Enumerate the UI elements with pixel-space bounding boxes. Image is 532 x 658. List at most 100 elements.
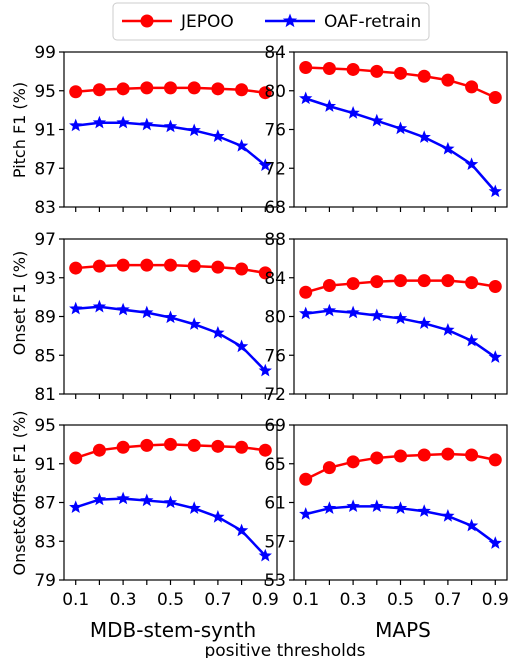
data-point-oaf-retrain bbox=[92, 115, 107, 129]
data-point-jepoo bbox=[235, 262, 249, 276]
data-point-jepoo bbox=[441, 274, 455, 288]
data-point-jepoo bbox=[140, 438, 154, 452]
data-point-jepoo bbox=[346, 277, 360, 291]
data-point-oaf-retrain bbox=[393, 121, 408, 135]
x-tick-label: 0.9 bbox=[252, 590, 279, 610]
column-title-mdb-stem-synth: MDB-stem-synth bbox=[90, 618, 256, 642]
y-tick-label: 83 bbox=[34, 532, 56, 552]
data-point-jepoo bbox=[417, 448, 431, 462]
data-point-oaf-retrain bbox=[370, 113, 384, 127]
row-label-onset-offset: Onset&Offset F1 (%) bbox=[10, 411, 29, 576]
data-point-oaf-retrain bbox=[464, 518, 479, 532]
legend-jepoo-label: JEPOO bbox=[180, 12, 234, 32]
data-point-oaf-retrain bbox=[163, 495, 178, 509]
data-point-oaf-retrain bbox=[488, 350, 502, 363]
row-label-pitch: Pitch F1 (%) bbox=[10, 82, 29, 178]
data-point-oaf-retrain bbox=[211, 325, 225, 339]
data-point-oaf-retrain bbox=[441, 141, 455, 155]
data-point-oaf-retrain bbox=[187, 501, 201, 514]
data-point-jepoo bbox=[211, 82, 225, 96]
data-point-oaf-retrain bbox=[140, 305, 154, 319]
y-tick-label: 69 bbox=[264, 416, 286, 436]
data-point-jepoo bbox=[116, 82, 130, 96]
data-point-oaf-retrain bbox=[211, 129, 225, 142]
data-point-oaf-retrain bbox=[163, 310, 178, 324]
y-tick-label: 83 bbox=[34, 198, 56, 218]
data-point-oaf-retrain bbox=[464, 157, 479, 171]
data-point-jepoo bbox=[164, 81, 177, 95]
data-point-jepoo bbox=[258, 266, 272, 280]
data-point-oaf-retrain bbox=[370, 499, 384, 513]
y-tick-label: 65 bbox=[264, 455, 286, 475]
data-point-oaf-retrain bbox=[187, 123, 201, 137]
y-tick-label: 88 bbox=[264, 230, 286, 250]
data-point-jepoo bbox=[465, 80, 479, 94]
x-tick-label: 0.1 bbox=[292, 590, 319, 610]
data-point-jepoo bbox=[322, 61, 336, 75]
data-point-jepoo bbox=[211, 260, 225, 274]
data-point-oaf-retrain bbox=[163, 119, 178, 133]
data-point-jepoo bbox=[258, 443, 272, 457]
data-point-jepoo bbox=[441, 447, 455, 461]
data-point-oaf-retrain bbox=[69, 118, 83, 132]
data-point-oaf-retrain bbox=[116, 491, 130, 505]
x-tick-label: 0.5 bbox=[387, 590, 414, 610]
panel-0-1: 68 72 76 80 84 bbox=[264, 43, 508, 218]
data-point-jepoo bbox=[346, 455, 360, 469]
data-point-oaf-retrain bbox=[92, 299, 107, 313]
column-title-maps: MAPS bbox=[375, 618, 431, 642]
data-point-jepoo bbox=[69, 451, 83, 465]
panel-1-0: 81 85 89 93 97 bbox=[34, 230, 278, 405]
y-tick-label: 80 bbox=[264, 82, 286, 102]
data-point-oaf-retrain bbox=[441, 323, 455, 336]
x-tick-label: 0.7 bbox=[204, 590, 231, 610]
data-point-jepoo bbox=[417, 69, 431, 83]
panel-0-0: 83 87 91 95 99 bbox=[34, 43, 278, 218]
panel-1-1: 72 76 80 84 88 bbox=[264, 230, 508, 405]
data-point-jepoo bbox=[394, 449, 407, 463]
data-point-jepoo bbox=[211, 439, 225, 453]
data-point-oaf-retrain bbox=[299, 507, 313, 520]
y-tick-label: 87 bbox=[34, 159, 56, 179]
data-point-oaf-retrain bbox=[140, 117, 154, 131]
data-point-jepoo bbox=[116, 258, 130, 272]
data-point-jepoo bbox=[299, 285, 313, 299]
x-tick-label: 0.5 bbox=[157, 590, 184, 610]
y-tick-label: 72 bbox=[264, 159, 286, 179]
data-point-oaf-retrain bbox=[299, 91, 313, 105]
data-point-oaf-retrain bbox=[488, 536, 502, 549]
data-point-oaf-retrain bbox=[187, 317, 201, 330]
x-tick-label: 0.1 bbox=[62, 590, 89, 610]
data-point-jepoo bbox=[370, 451, 384, 465]
data-point-oaf-retrain bbox=[69, 301, 83, 315]
data-point-oaf-retrain bbox=[234, 339, 249, 353]
data-point-oaf-retrain bbox=[258, 158, 272, 172]
data-point-oaf-retrain bbox=[69, 500, 83, 514]
data-point-jepoo bbox=[235, 440, 249, 454]
data-point-jepoo bbox=[92, 443, 106, 457]
data-point-jepoo bbox=[346, 62, 360, 76]
data-point-oaf-retrain bbox=[116, 115, 130, 129]
y-tick-label: 85 bbox=[34, 346, 56, 366]
data-point-jepoo bbox=[299, 472, 313, 486]
y-tick-label: 97 bbox=[34, 230, 56, 250]
data-point-oaf-retrain bbox=[92, 492, 107, 506]
y-tick-label: 87 bbox=[34, 494, 56, 514]
legend-oaf-marker bbox=[282, 13, 298, 28]
data-point-oaf-retrain bbox=[234, 523, 249, 537]
data-point-oaf-retrain bbox=[299, 306, 313, 320]
series-line-oaf-retrain bbox=[305, 97, 497, 193]
data-point-jepoo bbox=[322, 461, 336, 475]
data-point-jepoo bbox=[370, 64, 384, 78]
legend-item-oaf-retrain: OAF-retrain bbox=[265, 12, 421, 32]
legend-jepoo-marker bbox=[140, 14, 154, 28]
y-tick-label: 91 bbox=[34, 121, 56, 141]
data-point-oaf-retrain bbox=[322, 99, 337, 112]
data-point-jepoo bbox=[140, 258, 154, 272]
row-label-onset: Onset F1 (%) bbox=[10, 251, 29, 355]
data-point-oaf-retrain bbox=[417, 130, 431, 143]
y-tick-label: 76 bbox=[264, 121, 286, 141]
legend-item-jepoo: JEPOO bbox=[122, 12, 234, 32]
panels: 83 87 91 95 99 68 72 76 80 84 81 85 89 93 97 72 76 80 84 88… bbox=[34, 43, 508, 610]
data-point-jepoo bbox=[164, 437, 177, 451]
